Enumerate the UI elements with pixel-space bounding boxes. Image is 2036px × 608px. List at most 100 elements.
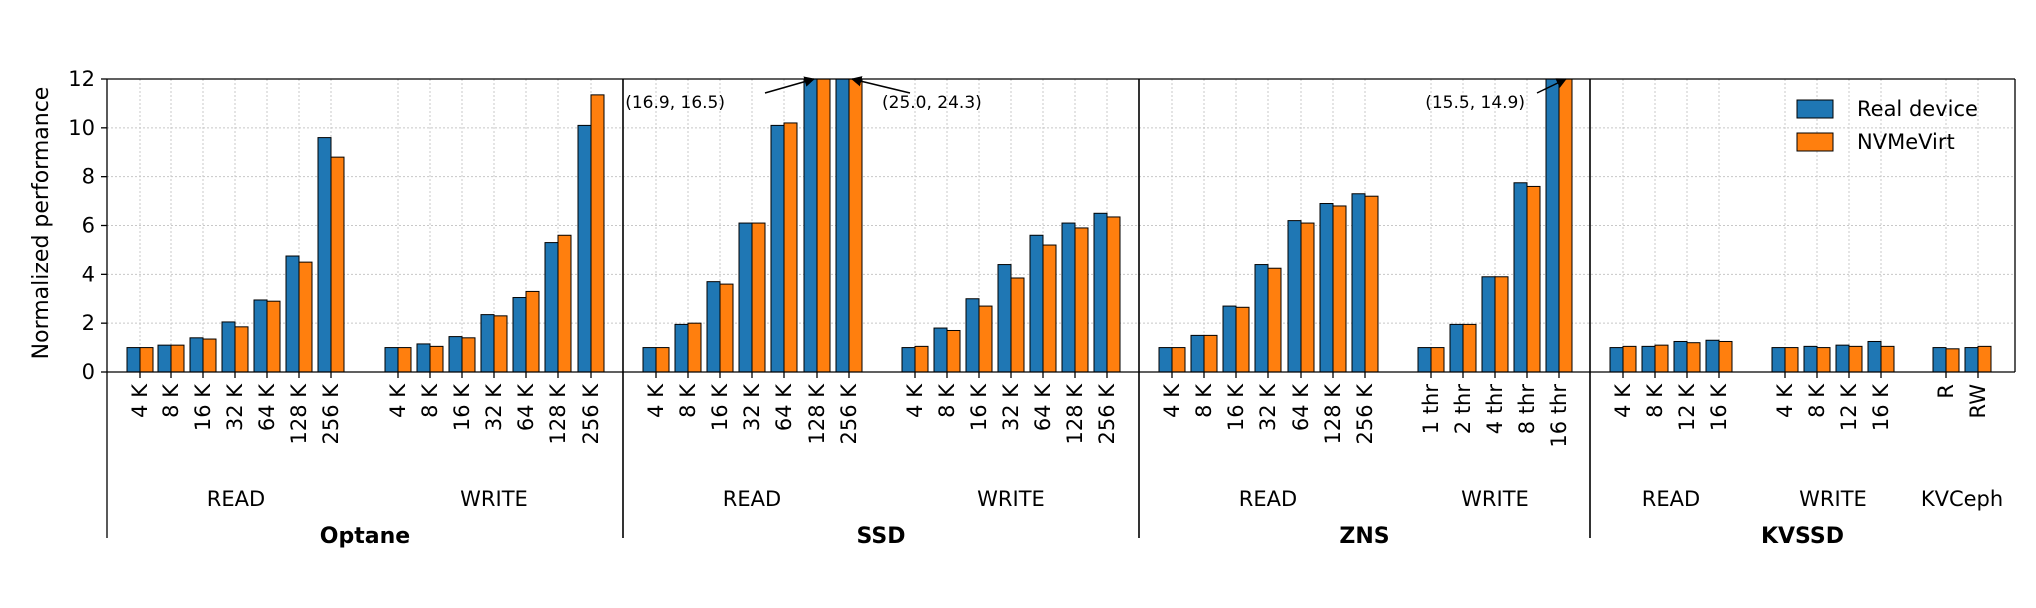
bar-real-device <box>1029 234 1044 373</box>
bar-real-device <box>1287 220 1302 373</box>
bar-real-device <box>1867 340 1882 373</box>
x-tick-label: 4 K <box>644 383 668 418</box>
bar-real-device <box>642 347 657 373</box>
bar-real-device <box>416 343 431 373</box>
bar-real-device <box>835 78 850 373</box>
legend-label-nvmevirt: NVMeVirt <box>1857 130 1955 154</box>
x-tick-label: 128 K <box>1063 383 1087 445</box>
bar-real-device <box>1093 212 1108 373</box>
bar-real-device <box>577 124 592 373</box>
bar-real-device <box>1705 339 1720 373</box>
bar-real-device <box>253 299 268 373</box>
x-tick-label: 256 K <box>579 383 603 445</box>
bar-real-device <box>1351 193 1366 373</box>
bar-real-device <box>933 327 948 373</box>
x-tick-label: 16 thr <box>1547 384 1571 448</box>
x-tick-label: 12 K <box>1837 383 1861 431</box>
x-tick-label: 8 K <box>676 383 700 418</box>
bar-nvmevirt <box>719 283 734 373</box>
bar-real-device <box>221 321 236 373</box>
x-tick-label: 4 thr <box>1483 384 1507 435</box>
bar-real-device <box>285 255 300 373</box>
x-tick-label: 4 K <box>386 383 410 418</box>
bar-nvmevirt <box>1267 267 1282 373</box>
bar-real-device <box>1222 305 1237 373</box>
section-label: Optane <box>320 524 410 549</box>
x-tick-label: 1 thr <box>1419 384 1443 435</box>
x-tick-label: 16 K <box>967 383 991 431</box>
x-tick-label: 8 thr <box>1515 384 1539 435</box>
x-tick-label: 128 K <box>805 383 829 445</box>
bar-real-device <box>544 242 559 373</box>
bar-nvmevirt <box>783 122 798 373</box>
bar-real-device <box>1417 347 1432 373</box>
x-tick-label: 8 K <box>159 383 183 418</box>
group-label: READ <box>723 487 781 511</box>
y-tick-label: 0 <box>82 360 95 384</box>
bar-nvmevirt <box>946 329 961 373</box>
x-tick-label: 128 K <box>1321 383 1345 445</box>
bar-nvmevirt <box>1977 345 1992 373</box>
x-tick-label: 32 K <box>999 383 1023 431</box>
bar-real-device <box>448 336 463 373</box>
x-tick-label: R <box>1934 384 1958 399</box>
bar-real-device <box>803 78 818 373</box>
x-tick-label: 32 K <box>482 383 506 431</box>
x-tick-label: 32 K <box>223 383 247 431</box>
bar-nvmevirt <box>816 78 831 373</box>
x-tick-label: 256 K <box>837 383 861 445</box>
bar-nvmevirt <box>1430 347 1445 373</box>
bar-nvmevirt <box>1784 347 1799 373</box>
bar-real-device <box>1803 345 1818 373</box>
bar-real-device <box>1609 347 1624 373</box>
y-ticks: 0 2 4 6 8 10 12 <box>68 67 107 384</box>
bar-real-device <box>770 124 785 373</box>
x-tick-label: 64 K <box>514 383 538 431</box>
bar-real-device <box>1835 344 1850 373</box>
x-tick-label: 16 K <box>1869 383 1893 431</box>
x-tick-label: 64 K <box>772 383 796 431</box>
bar-real-device <box>1771 347 1786 373</box>
x-tick-label: 32 K <box>740 383 764 431</box>
bar-real-device <box>1513 182 1528 373</box>
bar-real-device <box>384 347 399 373</box>
group-label: READ <box>1642 487 1700 511</box>
x-tick-label: 4 K <box>903 383 927 418</box>
bar-nvmevirt <box>1462 323 1477 373</box>
bar-nvmevirt <box>1042 244 1057 373</box>
x-tick-labels: 4 K 8 K 16 K 32 K 64 K 128 K 256 K 4 K 8 K 16 K 32… <box>128 372 1990 448</box>
x-tick-label: 64 K <box>255 383 279 431</box>
bar-nvmevirt <box>978 305 993 373</box>
bar-nvmevirt <box>1364 195 1379 373</box>
bar-nvmevirt <box>751 222 766 373</box>
axes <box>106 78 2016 538</box>
x-tick-label: 8 K <box>418 383 442 418</box>
bar-real-device <box>1319 203 1334 373</box>
bar-nvmevirt <box>1171 347 1186 373</box>
x-tick-label: 16 K <box>708 383 732 431</box>
bar-nvmevirt <box>1558 78 1573 373</box>
bar-nvmevirt <box>266 300 281 373</box>
legend-box-nvmevirt-swatch <box>1796 132 1834 152</box>
bars <box>126 78 1992 373</box>
y-tick-label: 2 <box>82 311 95 335</box>
group-label: KVCeph <box>1921 487 2003 511</box>
x-tick-label: 4 K <box>1160 383 1184 418</box>
bar-real-device <box>317 137 332 373</box>
bar-nvmevirt <box>493 315 508 373</box>
section-label: KVSSD <box>1761 524 1844 549</box>
bar-real-device <box>1932 347 1947 373</box>
x-tick-label: 256 K <box>319 383 343 445</box>
annotation-label: (16.9, 16.5) <box>625 93 725 113</box>
x-tick-label: 64 K <box>1031 383 1055 431</box>
bar-nvmevirt <box>1300 222 1315 373</box>
y-tick-label: 10 <box>68 116 95 140</box>
bar-nvmevirt <box>590 94 605 373</box>
bar-real-device <box>965 298 980 373</box>
x-tick-label: 8 K <box>935 383 959 418</box>
x-tick-label: 256 K <box>1353 383 1377 445</box>
bar-nvmevirt <box>170 344 185 373</box>
bar-nvmevirt <box>687 322 702 373</box>
y-tick-label: 4 <box>82 262 95 286</box>
annotation-label: (25.0, 24.3) <box>882 93 982 113</box>
